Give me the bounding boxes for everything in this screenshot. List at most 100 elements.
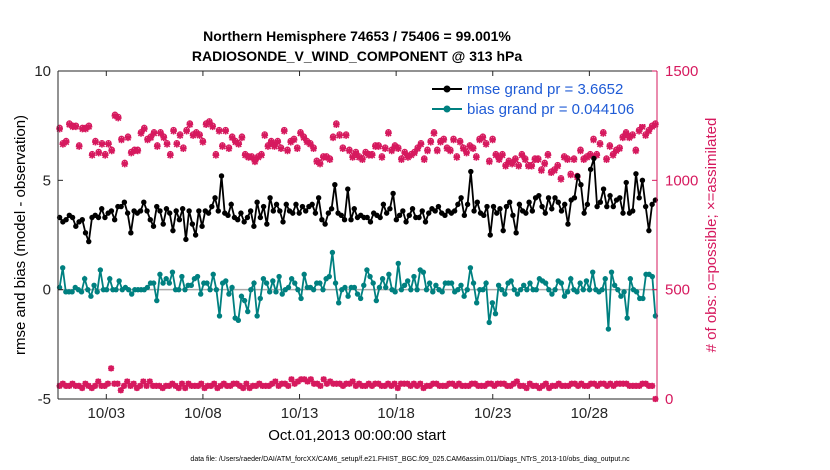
obs-assimilated-point [417, 140, 425, 148]
bias-point [423, 286, 430, 293]
obs-assimilated-point [201, 384, 208, 392]
rmse-point [536, 192, 542, 199]
bias-point [448, 280, 455, 286]
rmse-point [649, 201, 655, 208]
obs-assimilated-point [518, 151, 526, 159]
bias-point [621, 289, 627, 295]
bias-point [533, 286, 539, 293]
rmse-point [215, 208, 221, 214]
obs-assimilated-point [236, 382, 244, 389]
bias-point [329, 249, 336, 256]
obs-assimilated-point [436, 382, 443, 389]
obs-assimilated-point [59, 140, 67, 148]
obs-assimilated-point [127, 382, 134, 389]
bias-point [618, 293, 624, 299]
obs-assimilated-point [397, 380, 405, 387]
obs-assimilated-point [616, 145, 623, 153]
obs-assimilated-point [610, 382, 617, 389]
rmse-point [565, 221, 571, 227]
obs-assimilated-point [472, 153, 480, 161]
bias-point [430, 289, 436, 295]
obs-assimilated-point [277, 145, 285, 153]
obs-assimilated-point [62, 138, 70, 146]
bias-point [433, 282, 439, 288]
bias-point [549, 291, 555, 297]
bias-point [204, 280, 210, 286]
rmse-point [69, 214, 76, 221]
rmse-point [118, 203, 124, 210]
obs-assimilated-point [108, 147, 116, 155]
rmse-point [367, 219, 374, 225]
obs-assimilated-point [249, 382, 256, 389]
obs-assimilated-point [533, 382, 540, 389]
bias-series [56, 249, 659, 332]
bias-point [276, 273, 282, 280]
obs-assimilated-point [310, 380, 318, 387]
rmse-point [124, 210, 131, 216]
rmse-point [555, 199, 561, 205]
obs-assimilated-point [391, 380, 398, 387]
obs-assimilated-point [118, 136, 125, 144]
obs-assimilated-point [498, 151, 506, 159]
bias-point [386, 271, 392, 278]
obs-assimilated-point [269, 380, 276, 387]
rmse-point [225, 212, 231, 219]
obs-assimilated-point [471, 380, 479, 387]
obs-assimilated-point [603, 156, 610, 163]
obs-assimilated-point [144, 136, 151, 144]
obs-assimilated-point [56, 125, 64, 133]
rmse-point [597, 199, 604, 205]
rmse-point [539, 203, 545, 210]
bias-point [401, 282, 408, 288]
bias-point [157, 271, 163, 278]
obs-assimilated-point [394, 145, 402, 153]
obs-assimilated-point [209, 123, 217, 131]
rmse-point [623, 179, 629, 186]
rmse-point [620, 210, 626, 216]
rmse-point [562, 201, 568, 208]
obs-assimilated-point [391, 143, 399, 150]
bias-point [163, 276, 169, 282]
bias-point [404, 278, 411, 284]
obs-assimilated-point [186, 121, 194, 128]
obs-assimilated-point [75, 143, 83, 150]
obs-assimilated-point [642, 132, 649, 139]
obs-assimilated-point [326, 156, 334, 163]
plot-frame [57, 70, 658, 400]
bias-point [91, 282, 97, 288]
obs-assimilated-point [120, 382, 128, 389]
obs-assimilated-point [378, 382, 385, 389]
obs-assimilated-point [544, 151, 552, 159]
obs-assimilated-point [230, 380, 237, 387]
rmse-point [121, 199, 128, 205]
obs-assimilated-point [191, 382, 198, 389]
bias-point [373, 297, 380, 304]
bias-point [414, 286, 420, 293]
obs-assimilated-point [388, 147, 396, 155]
bias-point [310, 286, 317, 293]
rmse-point [416, 214, 422, 221]
rmse-point [610, 203, 616, 210]
rmse-point [273, 201, 280, 208]
obs-assimilated-point [547, 169, 555, 177]
bias-point [188, 282, 194, 288]
bias-point [207, 286, 213, 293]
obs-assimilated-point [82, 380, 89, 387]
obs-assimilated-point [580, 156, 588, 163]
obs-assimilated-point [455, 380, 463, 387]
obs-assimilated-point [599, 129, 607, 137]
obs-assimilated-point [272, 378, 279, 385]
obs-assimilated-point [317, 382, 324, 389]
obs-assimilated-point [635, 127, 643, 135]
obs-assimilated-point [188, 382, 195, 389]
bias-point [197, 291, 204, 297]
obs-assimilated-point [72, 382, 79, 389]
obs-assimilated-point [278, 380, 285, 387]
bias-point [251, 280, 257, 286]
obs-assimilated-point [291, 380, 298, 387]
obs-assimilated-point [560, 153, 568, 161]
obs-assimilated-point [583, 153, 591, 161]
obs-assimilated-point [66, 121, 73, 128]
obs-assimilated-point [189, 132, 197, 139]
obs-assimilated-point [228, 134, 236, 142]
